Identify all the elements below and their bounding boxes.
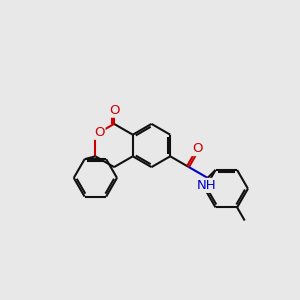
Text: O: O <box>109 104 119 117</box>
Text: O: O <box>192 142 202 155</box>
Text: NH: NH <box>196 179 216 192</box>
Text: O: O <box>94 126 104 139</box>
